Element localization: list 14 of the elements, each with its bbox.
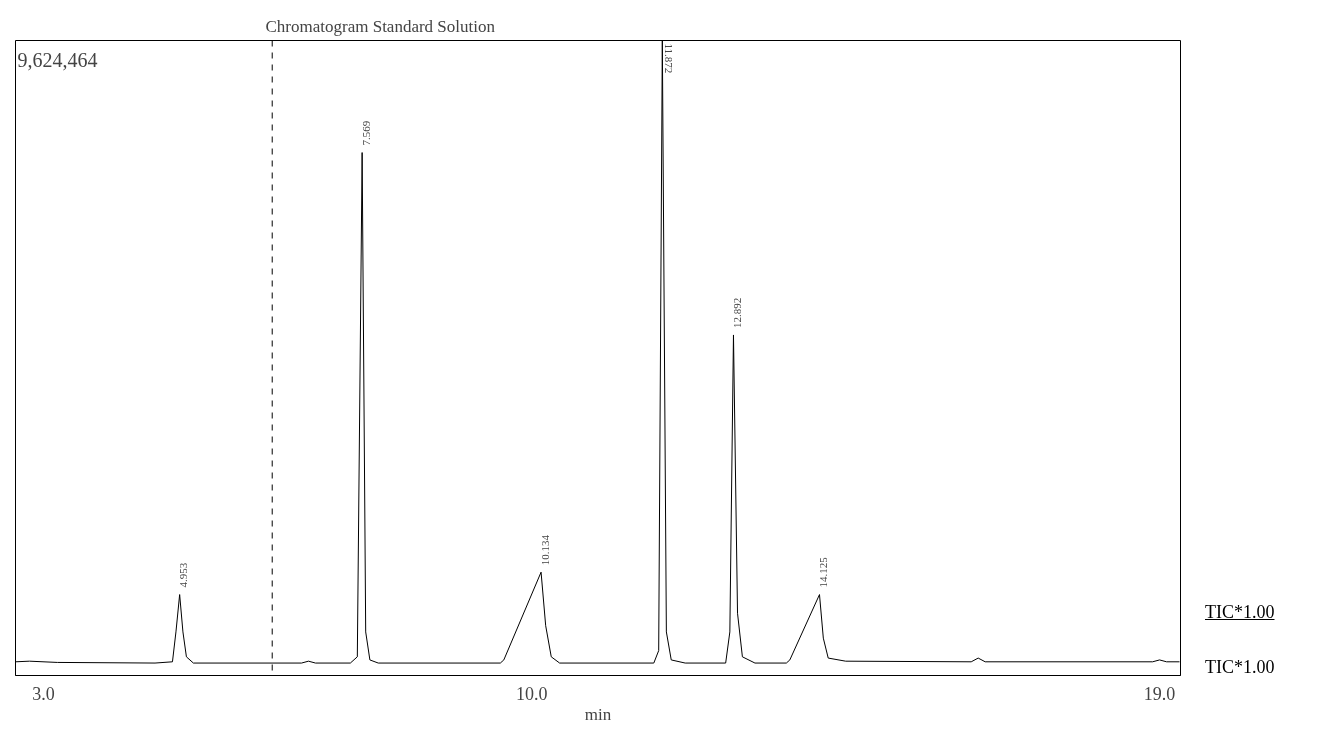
- text: TIC*1.00: [1205, 655, 1275, 679]
- x-tick-label: 19.0: [1143, 683, 1176, 704]
- x-tick-label: 10.0: [515, 683, 548, 704]
- annotation: 7.569: [359, 120, 372, 146]
- annotation: 14.125: [816, 556, 829, 588]
- annotation: 9,624,464: [17, 48, 98, 71]
- x-tick-label: 3.0: [32, 683, 55, 704]
- annotation: 4.953: [177, 562, 190, 588]
- text: TIC*1.00: [1205, 602, 1275, 622]
- annotation: 11.872: [662, 43, 675, 74]
- chart-title: Chromatogram Standard Solution: [265, 16, 496, 36]
- annotation: 10.134: [538, 534, 551, 566]
- annotation: 12.892: [730, 297, 743, 328]
- x-axis-title: min: [584, 704, 612, 724]
